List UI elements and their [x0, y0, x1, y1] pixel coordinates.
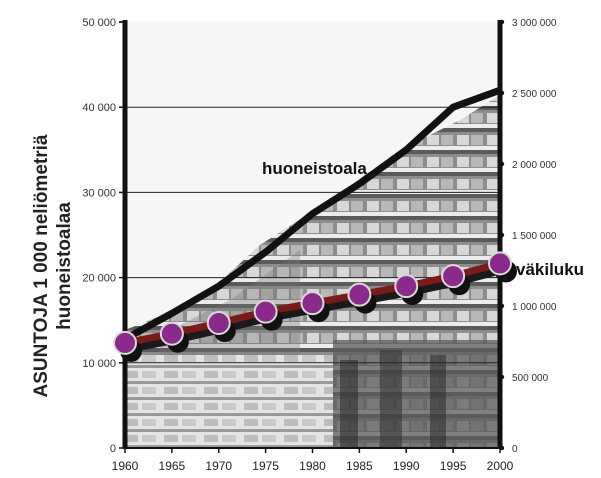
- left-tick-label-4: 40 000: [82, 102, 116, 114]
- right-tick-mark-6: [499, 19, 505, 25]
- x-tick-label-0: 1960: [112, 459, 139, 473]
- right-tick-label-3: 1 500 000: [512, 231, 557, 242]
- series-line-huoneistoala: [123, 86, 502, 343]
- y-axis-label: ASUNTOJA 1 000 neliömetriä huoneistoalaa: [31, 134, 75, 397]
- marker-1990: [394, 274, 419, 299]
- marker-1960: [113, 330, 137, 355]
- series-label-vakiluku: väkiluku: [516, 260, 584, 279]
- right-tick-mark-2: [499, 303, 505, 309]
- x-tick-label-4: 1980: [299, 459, 326, 473]
- left-axis-ticks: 0 10 000 20 000 30 000 40 000 50 000: [82, 17, 125, 455]
- right-axis-ticks: 0 500 000 1 000 000 1 500 000 2 000 000 2 500…: [499, 18, 557, 455]
- x-tick-label-6: 1990: [393, 459, 420, 473]
- y-axis-label-line-1: ASUNTOJA 1 000 neliömetriä: [31, 134, 52, 397]
- right-tick-mark-1: [499, 374, 505, 380]
- gridlines: [125, 106, 500, 364]
- x-axis-ticks: 1960 1965 1970 1975 1980 1985 1990 1995 2000: [112, 448, 514, 473]
- right-tick-mark-3: [499, 232, 505, 238]
- right-tick-label-6: 3 000 000: [512, 18, 557, 29]
- series-markers: [113, 251, 517, 362]
- right-tick-label-0: 0: [512, 444, 518, 455]
- left-tick-label-1: 10 000: [82, 358, 116, 370]
- right-tick-label-2: 1 000 000: [512, 302, 557, 313]
- marker-1980: [300, 291, 325, 316]
- marker-2000: [488, 251, 512, 276]
- x-tick-label-2: 1970: [205, 459, 232, 473]
- x-tick-label-3: 1975: [252, 459, 279, 473]
- y-axis-label-line-2: huoneistoalaa: [54, 202, 75, 330]
- left-tick-label-3: 30 000: [82, 187, 116, 199]
- marker-1975: [253, 299, 278, 324]
- x-tick-label-5: 1985: [346, 459, 373, 473]
- x-tick-label-8: 2000: [487, 459, 514, 473]
- series-label-huoneistoala: huoneistoala: [262, 159, 367, 178]
- marker-1970: [206, 311, 231, 336]
- x-tick-label-7: 1995: [440, 459, 467, 473]
- right-tick-mark-4: [499, 161, 505, 167]
- right-tick-mark-5: [499, 90, 505, 96]
- right-tick-mark-0: [499, 445, 505, 451]
- marker-1985: [347, 282, 372, 307]
- background-photo: [125, 22, 500, 448]
- right-tick-label-1: 500 000: [512, 373, 549, 384]
- x-tick-label-1: 1965: [159, 459, 186, 473]
- right-tick-label-4: 2 000 000: [512, 160, 557, 171]
- marker-1965: [159, 321, 184, 346]
- left-tick-label-0: 0: [110, 443, 116, 455]
- left-tick-label-5: 50 000: [82, 17, 116, 29]
- right-tick-label-5: 2 500 000: [512, 89, 557, 100]
- left-tick-label-2: 20 000: [82, 273, 116, 285]
- marker-1995: [441, 264, 466, 289]
